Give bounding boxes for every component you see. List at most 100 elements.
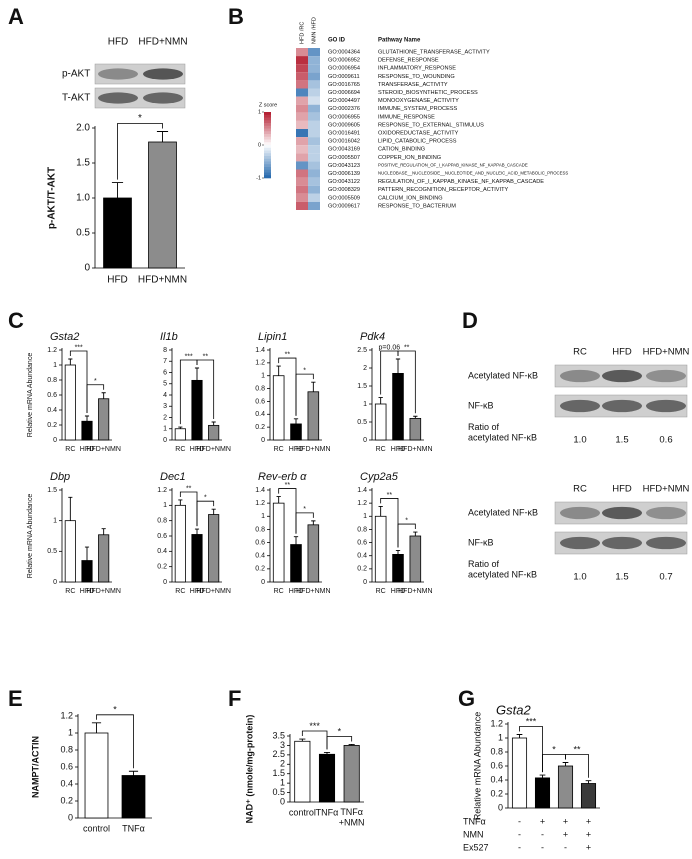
error-bar: [156, 131, 169, 142]
heatmap-cell: [308, 137, 320, 146]
blot-band: [646, 506, 686, 520]
y-tick-label: 2.5: [357, 347, 367, 354]
y-tick-label: 0.4: [357, 553, 367, 560]
heatmap-cell: [296, 185, 308, 194]
blot-band: [602, 369, 642, 383]
pathway-name: OXIDOREDUCTASE_ACTIVITY: [378, 131, 459, 137]
condition-mark: -: [541, 829, 544, 839]
y-tick-label: 0.2: [157, 564, 167, 571]
heatmap-cell: [296, 80, 308, 89]
colorbar-slice: [264, 161, 271, 165]
bar: [174, 428, 186, 441]
bar: [191, 379, 203, 441]
lane-label: HFD: [108, 37, 129, 48]
y-tick-label: 1.2: [157, 487, 167, 494]
heatmap-cell: [308, 104, 320, 113]
bar: [121, 775, 146, 819]
blot-row-label: NF-κB: [468, 537, 494, 547]
bar: [374, 403, 387, 441]
colorbar-slice: [264, 150, 271, 154]
y-tick-label: 1: [498, 732, 503, 742]
y-tick-label: 0.6: [357, 539, 367, 546]
heatmap-cell: [308, 177, 320, 186]
go-id: GO:0004497: [328, 98, 360, 104]
colorbar-slice: [264, 175, 271, 179]
blot-band: [98, 68, 138, 80]
condition-mark: +: [563, 829, 568, 839]
pathway-name: NUCLEOBASE__NUCLEOSIDE__NUCLEOTIDE_AND_N…: [378, 171, 568, 176]
heatmap-cell: [308, 145, 320, 154]
error-bar: [378, 397, 383, 404]
significance-label: *: [303, 367, 306, 374]
ratio-label: Ratio of acetylated NF-κB: [468, 422, 537, 442]
y-tick-label: 1: [68, 727, 73, 737]
blot-row-label: T-AKT: [62, 93, 90, 104]
x-tick-label: RC: [274, 446, 284, 453]
colorbar-tick-label: -1: [256, 175, 261, 181]
pathway-name: RESPONSE_TO_WOUNDING: [378, 74, 455, 80]
pathway-name: PATTERN_RECOGNITION_RECEPTOR_ACTIVITY: [378, 187, 508, 193]
significance-label: ***: [526, 716, 537, 726]
bar: [307, 524, 320, 583]
chart-title: Dec1: [160, 471, 186, 483]
y-tick-label: 0.8: [157, 518, 167, 525]
panel-label: D: [462, 308, 478, 333]
heatmap-cell: [296, 193, 308, 202]
heatmap-cell: [296, 56, 308, 65]
blot-band: [646, 536, 686, 550]
lane-label: HFD: [612, 484, 632, 495]
blot-band: [560, 506, 600, 520]
error-bar: [323, 751, 331, 755]
blot-band: [602, 399, 642, 413]
error-bar: [211, 508, 216, 515]
y-tick-label: 1: [53, 362, 57, 369]
heatmap-cell: [296, 153, 308, 162]
y-tick-label: 0.2: [490, 788, 503, 798]
x-tick-label: HFD+NMN: [296, 446, 330, 453]
bar: [580, 783, 597, 809]
pathway-name: TRANSFERASE_ACTIVITY: [378, 82, 448, 88]
heatmap-cell: [308, 56, 320, 65]
lane-label: HFD+NMN: [138, 37, 187, 48]
y-tick-label: 0: [53, 437, 57, 444]
go-id: GO:0006694: [328, 90, 360, 96]
heatmap-cell: [308, 201, 320, 210]
significance-bracket: [196, 500, 215, 527]
heatmap-cell: [296, 177, 308, 186]
colorbar-slice: [264, 117, 271, 121]
y-tick-label: 1: [363, 513, 367, 520]
x-tick-label: HFD: [289, 588, 303, 595]
heatmap-cell: [296, 201, 308, 210]
panel-label: C: [8, 308, 24, 333]
significance-label: *: [94, 378, 97, 385]
lane-label: HFD+NMN: [643, 484, 690, 495]
y-tick-label: 1: [163, 426, 167, 433]
y-tick-label: 0: [84, 263, 90, 274]
y-tick-label: 1: [163, 502, 167, 509]
x-tick-label: HFD: [190, 446, 204, 453]
pathway-name: POSITIVE_REGULATION_OF_I_KAPPAB_KINASE_N…: [378, 163, 528, 168]
bar: [290, 423, 302, 441]
lane-label: HFD+NMN: [643, 347, 690, 358]
y-tick-label: 3.5: [272, 730, 285, 740]
chart-title: Dbp: [50, 471, 70, 483]
significance-label: *: [138, 113, 142, 124]
blot-row-label: Acetylated NF-κB: [468, 507, 538, 517]
go-id: GO:0005507: [328, 155, 360, 161]
significance-bracket: [326, 736, 353, 750]
bar: [81, 560, 93, 583]
y-tick-label: 0.4: [255, 553, 265, 560]
bar: [409, 417, 422, 441]
x-tick-label: TNFα: [122, 823, 145, 833]
go-id: GO:0009617: [328, 203, 360, 209]
pathway-name: MONOOXYGENASE_ACTIVITY: [378, 98, 459, 104]
y-tick-label: 0.8: [255, 385, 265, 392]
significance-bracket: [397, 350, 416, 414]
x-tick-label: HFD: [107, 275, 128, 286]
pathway-name: REGULATION_OF_I_KAPPAB_KINASE_NF_KAPPAB_…: [378, 179, 544, 185]
x-tick-label: HFD: [80, 446, 94, 453]
chart-title: Pdk4: [360, 331, 385, 343]
bar: [191, 534, 203, 583]
y-tick-label: 0: [53, 579, 57, 586]
